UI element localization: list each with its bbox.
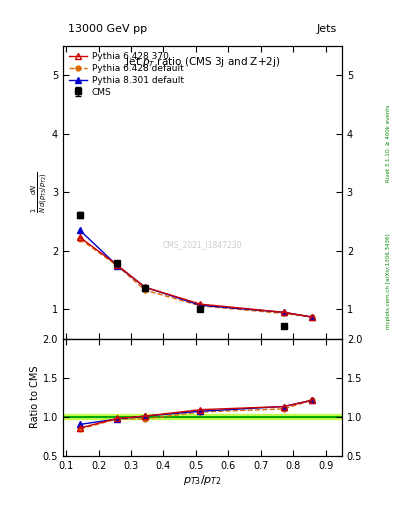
Pythia 8.301 default xyxy=(115,263,119,269)
Line: Pythia 6.428 370: Pythia 6.428 370 xyxy=(77,234,314,320)
Pythia 6.428 default xyxy=(143,287,147,293)
Y-axis label: Ratio to CMS: Ratio to CMS xyxy=(30,366,40,429)
Pythia 6.428 370 xyxy=(281,309,286,315)
X-axis label: $p_{T3}/p_{T2}$: $p_{T3}/p_{T2}$ xyxy=(183,473,222,487)
Pythia 8.301 default xyxy=(143,284,147,290)
Pythia 6.428 default xyxy=(198,303,203,309)
Pythia 6.428 default xyxy=(115,263,119,269)
Text: 13000 GeV pp: 13000 GeV pp xyxy=(68,25,148,34)
Line: Pythia 8.301 default: Pythia 8.301 default xyxy=(77,228,314,320)
Pythia 6.428 370 xyxy=(143,284,147,290)
Pythia 8.301 default xyxy=(281,309,286,315)
Pythia 6.428 default xyxy=(309,314,314,320)
Pythia 6.428 370 xyxy=(309,314,314,320)
Pythia 6.428 370 xyxy=(78,234,83,241)
Bar xyxy=(63,414,342,419)
Text: Jets: Jets xyxy=(316,25,336,34)
Text: CMS_2021_I1847230: CMS_2021_I1847230 xyxy=(163,241,242,249)
Legend: Pythia 6.428 370, Pythia 6.428 default, Pythia 8.301 default, CMS: Pythia 6.428 370, Pythia 6.428 default, … xyxy=(67,51,185,98)
Pythia 6.428 370 xyxy=(115,262,119,268)
Pythia 8.301 default xyxy=(309,314,314,320)
Y-axis label: $\frac{1}{N}\frac{dN}{d(p_{T3}/p_{T2})}$: $\frac{1}{N}\frac{dN}{d(p_{T3}/p_{T2})}$ xyxy=(29,172,49,213)
Pythia 6.428 default xyxy=(281,310,286,316)
Pythia 6.428 370 xyxy=(198,301,203,307)
Text: Jet $p_T$ ratio (CMS 3j and Z+2j): Jet $p_T$ ratio (CMS 3j and Z+2j) xyxy=(125,55,280,69)
Pythia 6.428 default xyxy=(78,236,83,242)
Text: Rivet 3.1.10; ≥ 400k events: Rivet 3.1.10; ≥ 400k events xyxy=(386,105,391,182)
Line: Pythia 6.428 default: Pythia 6.428 default xyxy=(78,237,314,319)
Text: mcplots.cern.ch [arXiv:1306.3436]: mcplots.cern.ch [arXiv:1306.3436] xyxy=(386,234,391,329)
Pythia 8.301 default xyxy=(78,227,83,233)
Pythia 8.301 default xyxy=(198,302,203,308)
